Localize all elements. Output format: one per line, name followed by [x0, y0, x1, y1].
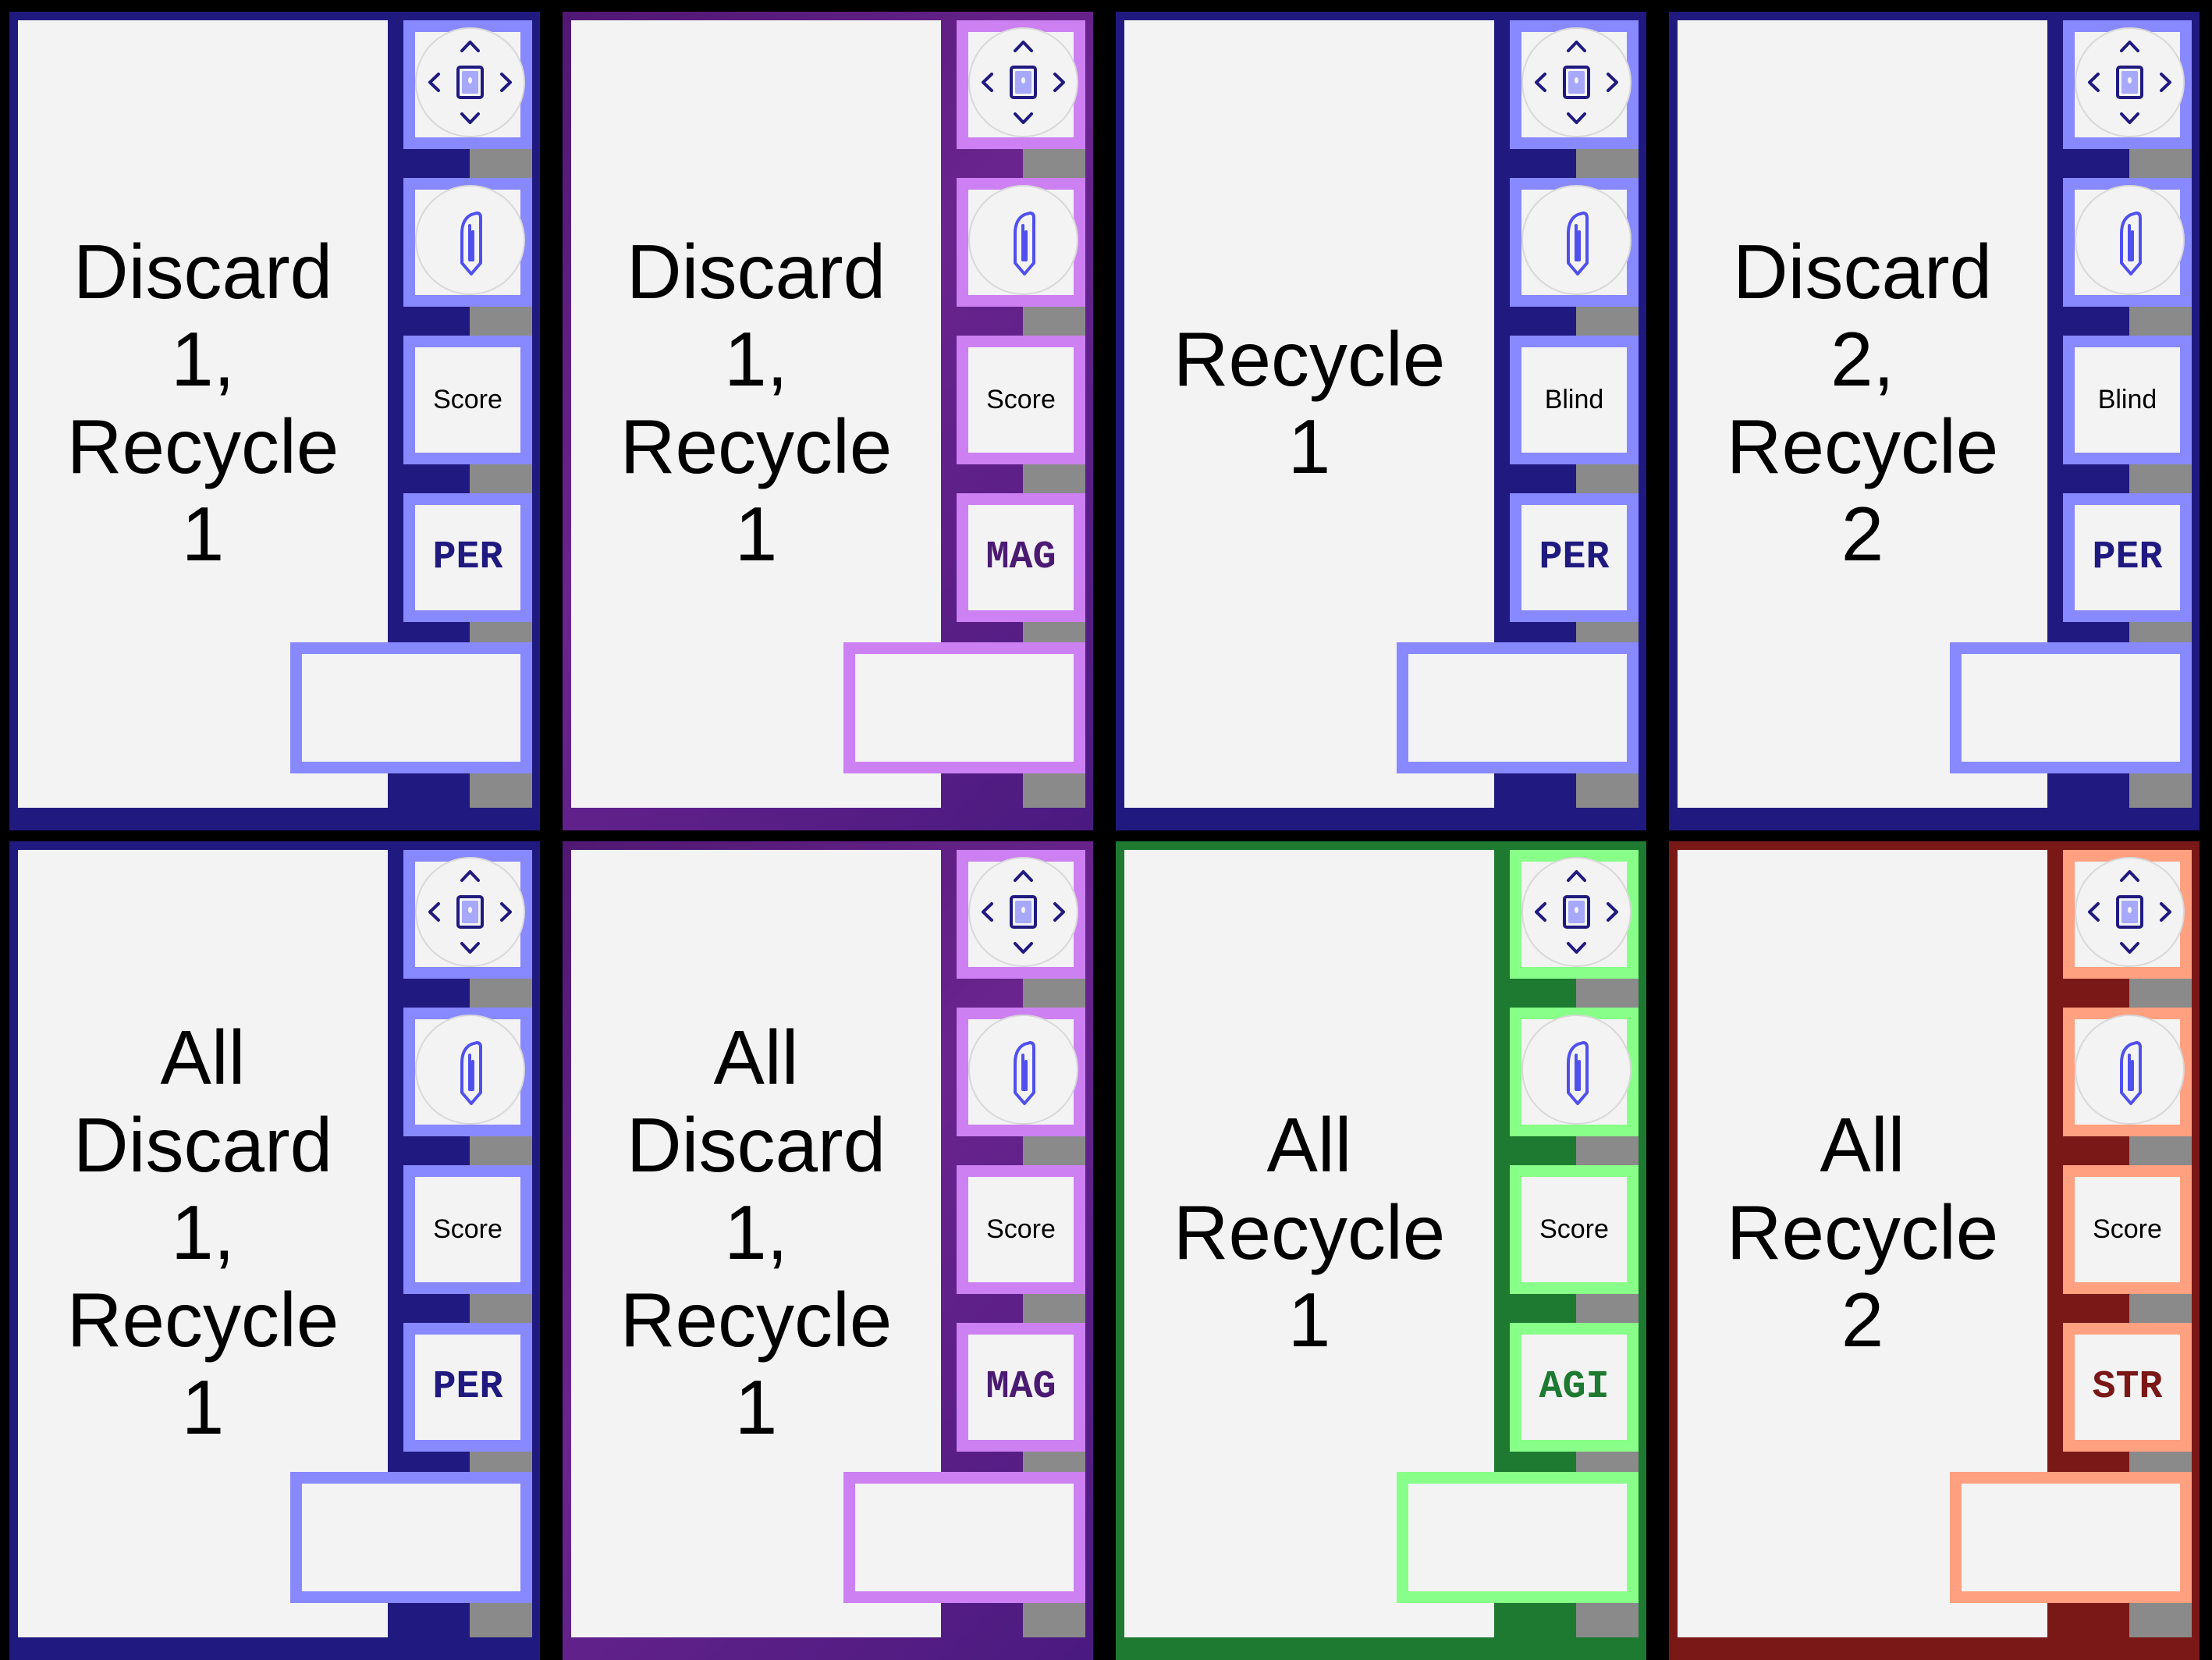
card-type-label: Score — [1539, 1214, 1609, 1244]
paperclip-icon — [2075, 185, 2185, 295]
card-type-label: Blind — [1544, 385, 1604, 414]
card-text-panel: Discard 1, Recycle 1 — [18, 20, 388, 808]
card-slot-type: Score — [403, 1165, 532, 1294]
card-empty-box — [1950, 642, 2192, 773]
card-effect-text: All Recycle 2 — [1726, 1101, 1999, 1363]
card-effect-text: Recycle 1 — [1173, 315, 1446, 489]
card-empty-box — [1950, 1472, 2192, 1603]
card-stat-label: STR — [2092, 1365, 2163, 1409]
card-7[interactable]: All Recycle 1 Score AGI — [1116, 841, 1646, 1660]
card-slot-stat: MAG — [957, 1323, 1085, 1452]
card-empty-box — [843, 1472, 1085, 1603]
card-slot-type: Score — [957, 336, 1085, 464]
paperclip-icon — [2075, 1015, 2185, 1125]
card-stat-label: PER — [432, 535, 503, 580]
card-type-label: Score — [986, 385, 1056, 414]
card-2[interactable]: Discard 1, Recycle 1 Score MAG — [563, 12, 1093, 830]
card-slot-type: Blind — [1510, 336, 1639, 464]
card-text-panel: All Recycle 1 — [1124, 850, 1494, 1637]
directional-arrows-icon — [1521, 857, 1631, 967]
card-type-label: Score — [433, 1214, 502, 1244]
card-slot-stat: PER — [1510, 493, 1639, 622]
card-3[interactable]: Recycle 1 Blind PER — [1116, 12, 1646, 830]
card-slot-type: Score — [403, 336, 532, 464]
card-slot-stat: STR — [2063, 1323, 2192, 1452]
paperclip-icon — [968, 185, 1078, 295]
paperclip-icon — [415, 185, 525, 295]
card-stat-label: PER — [1539, 535, 1610, 580]
card-slot-type: Score — [957, 1165, 1085, 1294]
directional-arrows-icon — [415, 27, 525, 137]
card-stat-label: PER — [432, 1365, 503, 1409]
card-stat-label: PER — [2092, 535, 2163, 580]
card-empty-box — [843, 642, 1085, 773]
directional-arrows-icon — [2075, 857, 2185, 967]
card-6[interactable]: All Discard 1, Recycle 1 Score MAG — [563, 841, 1093, 1660]
card-1[interactable]: Discard 1, Recycle 1 Score PER — [9, 12, 540, 830]
card-type-label: Score — [2093, 1214, 2162, 1244]
card-effect-text: All Discard 1, Recycle 1 — [620, 1014, 893, 1450]
card-stat-label: MAG — [985, 1365, 1056, 1409]
directional-arrows-icon — [968, 27, 1078, 137]
directional-arrows-icon — [968, 857, 1078, 967]
card-stat-label: MAG — [985, 535, 1056, 580]
card-slot-type: Blind — [2063, 336, 2192, 464]
card-empty-box — [290, 1472, 532, 1603]
card-empty-box — [1397, 1472, 1639, 1603]
card-4[interactable]: Discard 2, Recycle 2 Blind PER — [1669, 12, 2200, 830]
card-slot-stat: PER — [403, 1323, 532, 1452]
card-empty-box — [290, 642, 532, 773]
card-slot-type: Score — [1510, 1165, 1639, 1294]
card-slot-type: Score — [2063, 1165, 2192, 1294]
card-8[interactable]: All Recycle 2 Score STR — [1669, 841, 2200, 1660]
card-slot-stat: AGI — [1510, 1323, 1639, 1452]
card-effect-text: All Discard 1, Recycle 1 — [66, 1014, 339, 1450]
card-slot-stat: MAG — [957, 493, 1085, 622]
paperclip-icon — [1521, 1015, 1631, 1125]
card-text-panel: Discard 2, Recycle 2 — [1678, 20, 2047, 808]
card-5[interactable]: All Discard 1, Recycle 1 Score PER — [9, 841, 540, 1660]
card-type-label: Score — [433, 385, 502, 414]
directional-arrows-icon — [1521, 27, 1631, 137]
card-type-label: Blind — [2097, 385, 2157, 414]
card-effect-text: Discard 1, Recycle 1 — [66, 228, 339, 577]
card-slot-stat: PER — [2063, 493, 2192, 622]
directional-arrows-icon — [2075, 27, 2185, 137]
card-stat-label: AGI — [1539, 1365, 1610, 1409]
directional-arrows-icon — [415, 857, 525, 967]
card-effect-text: Discard 2, Recycle 2 — [1726, 228, 1999, 577]
paperclip-icon — [415, 1015, 525, 1125]
card-effect-text: All Recycle 1 — [1173, 1101, 1446, 1363]
card-empty-box — [1397, 642, 1639, 773]
card-slot-stat: PER — [403, 493, 532, 622]
card-type-label: Score — [986, 1214, 1056, 1244]
card-effect-text: Discard 1, Recycle 1 — [620, 228, 893, 577]
paperclip-icon — [968, 1015, 1078, 1125]
paperclip-icon — [1521, 185, 1631, 295]
